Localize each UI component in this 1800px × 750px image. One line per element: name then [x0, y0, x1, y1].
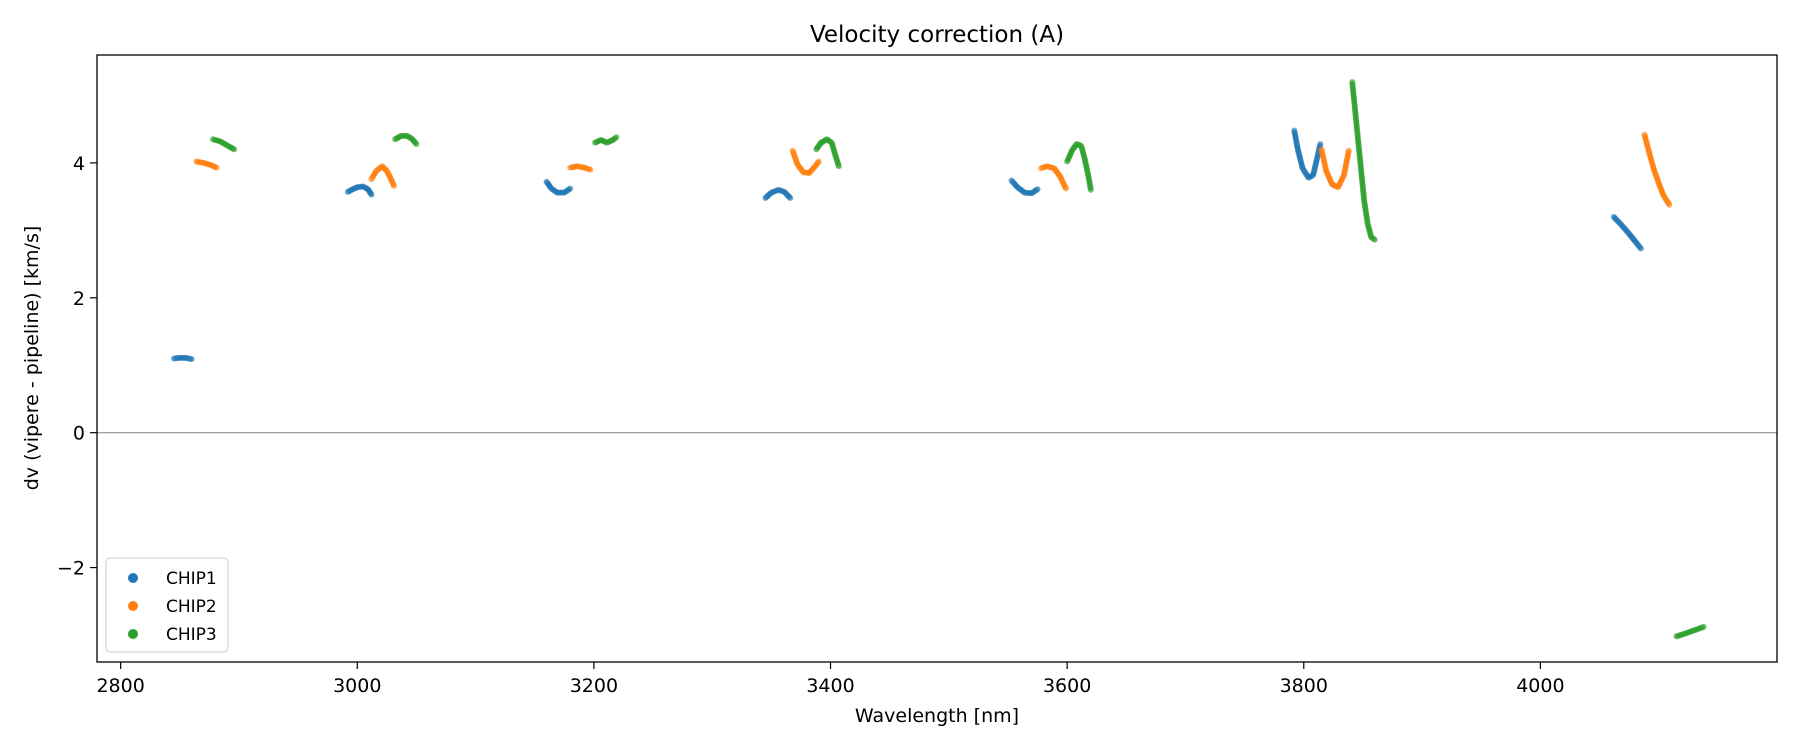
y-tick-label: 4 [73, 153, 85, 175]
data-point [587, 166, 594, 173]
series-chip1 [170, 127, 1644, 363]
legend-marker-chip2 [128, 601, 138, 611]
y-axis: −2 0 2 4 [57, 153, 97, 580]
data-point [1087, 186, 1094, 193]
data-point [815, 158, 822, 165]
data-point [1345, 147, 1352, 154]
data-point [368, 191, 375, 198]
x-tick-label: 3800 [1280, 675, 1328, 697]
x-tick-label: 3600 [1043, 675, 1091, 697]
data-point [413, 141, 420, 148]
data-point [1062, 185, 1069, 192]
series-chip3 [209, 78, 1707, 640]
data-point [567, 185, 574, 192]
data-point [1371, 236, 1378, 243]
x-tick-label: 3400 [806, 675, 854, 697]
y-tick-label: −2 [57, 558, 85, 580]
x-axis: 2800 3000 3200 3400 3600 3800 4000 [96, 662, 1565, 697]
legend-label-chip3: CHIP3 [166, 625, 217, 645]
x-axis-label: Wavelength [nm] [855, 705, 1019, 727]
data-point [231, 146, 238, 153]
chart-title: Velocity correction (A) [810, 22, 1064, 48]
data-point [390, 182, 397, 189]
data-point [1034, 186, 1041, 193]
data-point [613, 134, 620, 141]
plot-area [97, 78, 1777, 640]
x-tick-label: 3000 [333, 675, 381, 697]
x-tick-label: 4000 [1516, 675, 1564, 697]
legend-marker-chip3 [128, 629, 138, 639]
data-point [787, 194, 794, 201]
x-tick-label: 3200 [570, 675, 618, 697]
data-point [188, 356, 195, 363]
y-tick-label: 2 [73, 288, 85, 310]
plot-frame [96, 54, 1778, 663]
data-point [1317, 141, 1324, 148]
legend-label-chip1: CHIP1 [166, 569, 217, 589]
y-tick-label: 0 [73, 423, 85, 445]
data-point [1666, 201, 1673, 208]
data-point [1637, 245, 1644, 252]
data-point [835, 163, 842, 170]
x-tick-label: 2800 [96, 675, 144, 697]
legend-label-chip2: CHIP2 [166, 597, 217, 617]
legend: CHIP1 CHIP2 CHIP3 [105, 557, 229, 653]
series-chip2 [193, 131, 1673, 208]
data-point [213, 164, 220, 171]
y-axis-label: dv (vipere - pipeline) [km/s] [21, 226, 43, 491]
data-point [1700, 623, 1707, 630]
legend-marker-chip1 [128, 573, 138, 583]
